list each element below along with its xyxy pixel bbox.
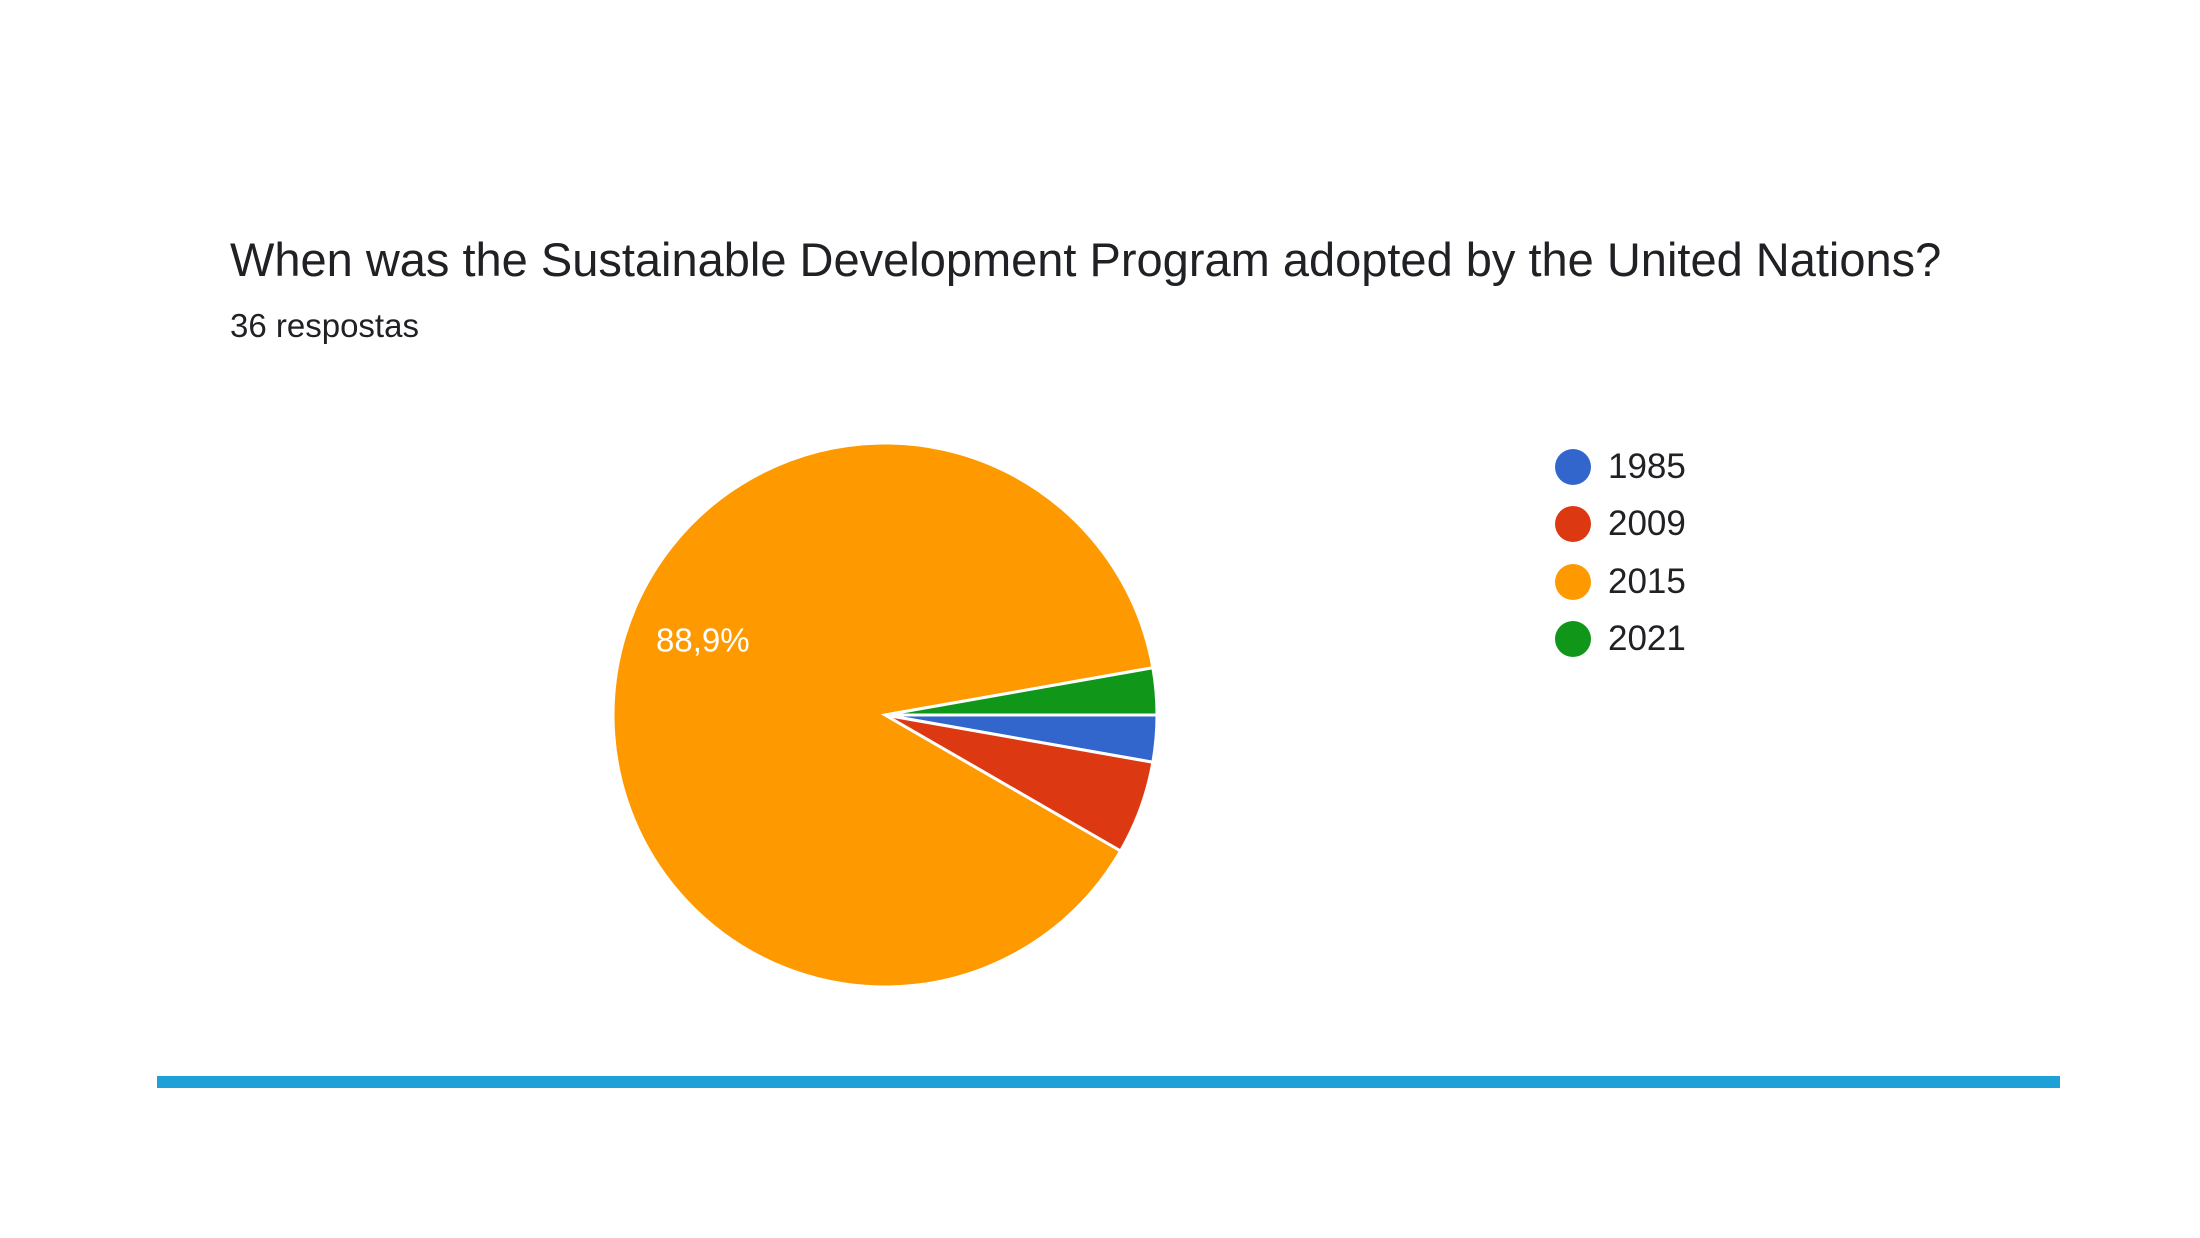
legend-swatch-icon [1555, 563, 1591, 600]
chart-legend: 1985 2009 2015 2021 [1555, 438, 1686, 668]
legend-item-2009: 2009 [1555, 496, 1686, 554]
legend-item-2021: 2021 [1555, 611, 1686, 669]
response-count: 36 respostas [230, 307, 419, 344]
legend-label: 2009 [1608, 504, 1686, 544]
legend-label: 2021 [1608, 619, 1686, 659]
pie-slice-2015 [611, 441, 1155, 989]
legend-item-1985: 1985 [1555, 438, 1686, 496]
legend-label: 2015 [1608, 561, 1686, 601]
legend-swatch-icon [1555, 448, 1591, 485]
legend-swatch-icon [1555, 506, 1591, 543]
legend-item-2015: 2015 [1555, 553, 1686, 611]
footer-divider [157, 1076, 2060, 1088]
legend-label: 1985 [1608, 446, 1686, 486]
question-title: When was the Sustainable Development Pro… [230, 233, 1942, 286]
legend-swatch-icon [1555, 621, 1591, 658]
pie-data-label: 88,9% [656, 622, 750, 659]
pie-slice-2021 [884, 666, 1159, 717]
